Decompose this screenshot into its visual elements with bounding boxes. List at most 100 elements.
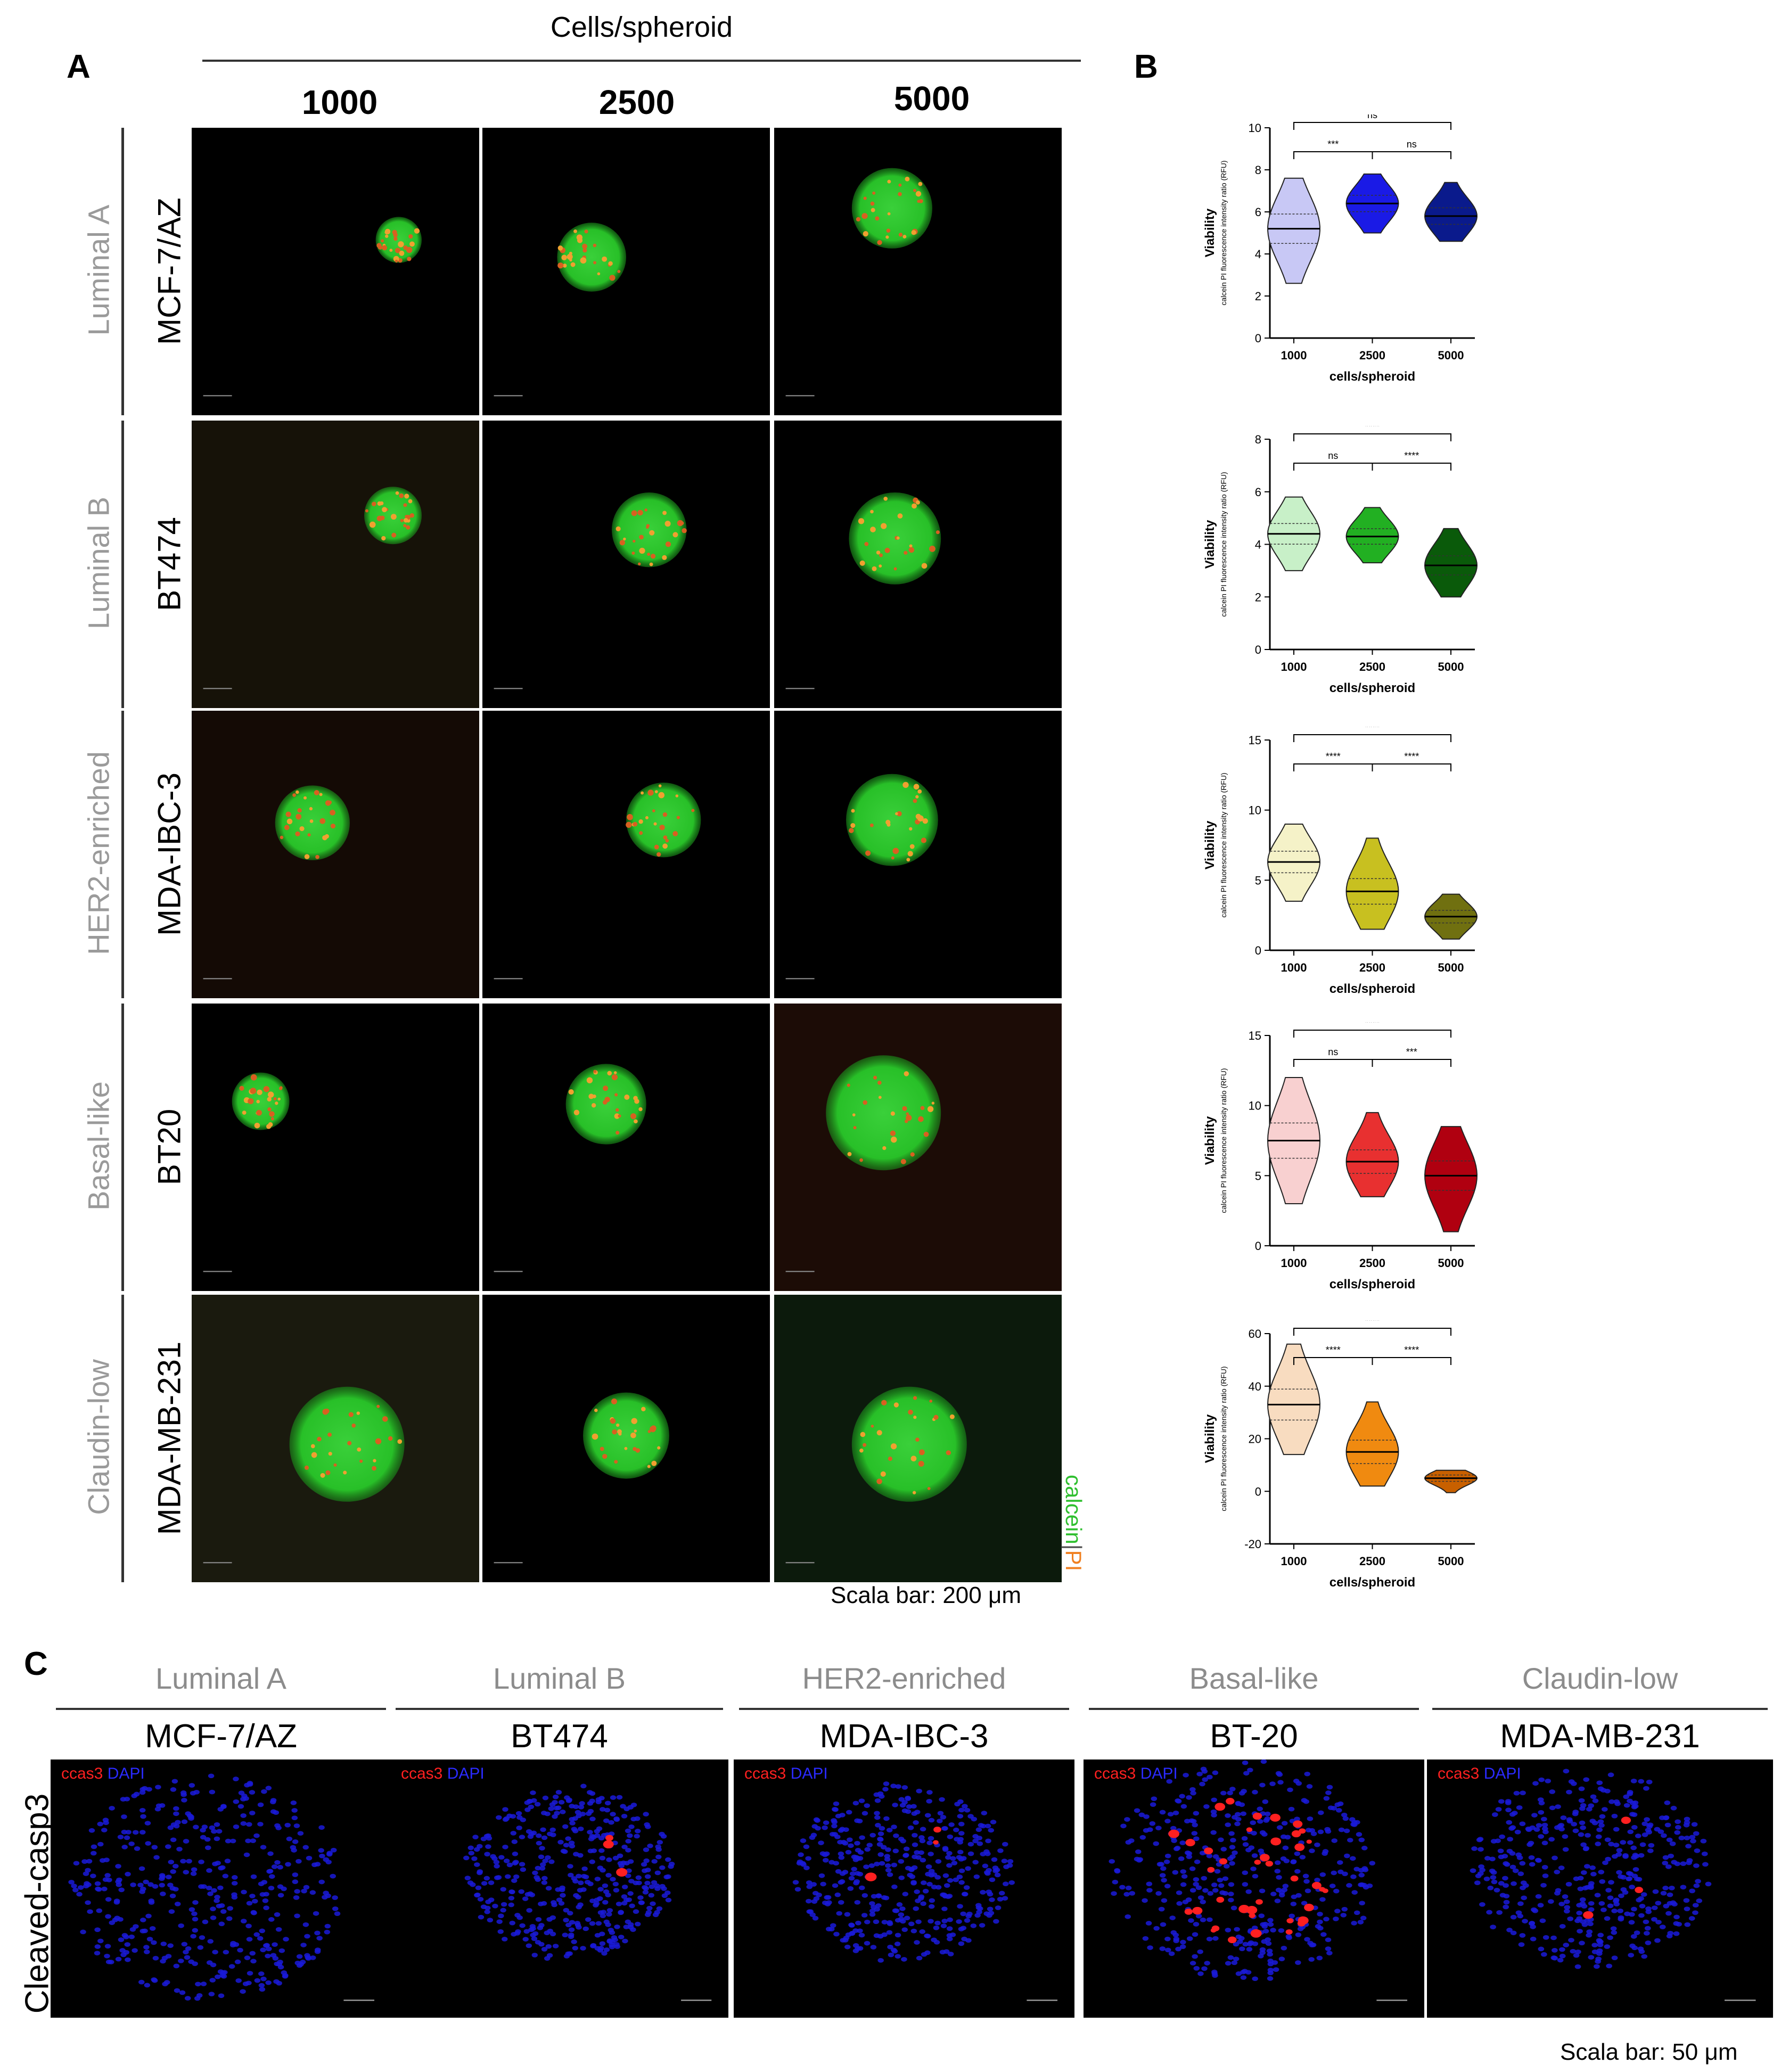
significance-label: ns — [1328, 450, 1338, 461]
y-axis-sublabel: calcein PI fluorescence intensity ratio … — [1219, 772, 1228, 917]
y-tick-label: 10 — [1249, 1099, 1261, 1113]
ccas3-label: ccas3 — [744, 1765, 786, 1782]
significance-label: *** — [1406, 1047, 1417, 1057]
spheroid-image-r3-c2 — [774, 1004, 1062, 1291]
violin-1000 — [1267, 177, 1320, 284]
x-tick-label: 1000 — [1281, 660, 1307, 673]
significance-label: ns — [1407, 139, 1417, 150]
violin-chart-2: 0 5 10 15 Viability calcein PI fluorescence i… — [1161, 727, 1565, 1004]
spheroid-image-r2-c1 — [482, 711, 770, 998]
significance-label: ns — [1328, 1047, 1338, 1057]
spheroid-image-r1-c1 — [482, 421, 770, 708]
subtype-label-2: HER2-enriched — [81, 751, 116, 955]
panel-c-subtype-4: Claudin-low — [1522, 1662, 1678, 1695]
violin-chart-3: 0 5 10 15 Viability calcein PI fluorescence i… — [1161, 1022, 1565, 1299]
significance-label: **** — [1404, 751, 1419, 762]
significance-label: ns — [1367, 114, 1377, 120]
violin-chart-1: 0 2 4 6 8 Viability calcein PI fluorescence in… — [1161, 426, 1565, 703]
panel-label-b: B — [1134, 48, 1158, 85]
y-axis-sublabel: calcein PI fluorescence intensity ratio … — [1219, 1366, 1228, 1511]
ccas3-label: ccas3 — [1438, 1765, 1480, 1782]
col-head-1000: 1000 — [301, 83, 378, 121]
y-axis-label: Viability — [1203, 520, 1217, 569]
panel-label-a: A — [67, 48, 91, 85]
x-tick-label: 5000 — [1438, 660, 1464, 673]
ccas3-dapi-legend-4: ccas3 DAPI — [1438, 1765, 1521, 1783]
violin-2500 — [1345, 837, 1399, 930]
spheroid-image-r4-c0 — [192, 1295, 479, 1582]
violin-chart-0: 0 2 4 6 8 10 Viability calcein PI fluorescence … — [1161, 114, 1565, 391]
cells-per-spheroid-title: Cells/spheroid — [550, 11, 733, 43]
y-tick-label: 2 — [1255, 290, 1261, 303]
violin-2500 — [1345, 507, 1399, 564]
ccas3-label: ccas3 — [61, 1765, 103, 1782]
significance-label: **** — [1365, 1022, 1380, 1028]
y-tick-label: 0 — [1255, 643, 1261, 656]
y-axis-sublabel: calcein PI fluorescence intensity ratio … — [1219, 160, 1228, 305]
dapi-label: DAPI — [447, 1765, 485, 1782]
y-axis-label: Viability — [1203, 208, 1217, 257]
ccas3-image-0 — [51, 1759, 391, 2018]
panel-c-cell-line-0: MCF-7/AZ — [145, 1718, 297, 1755]
significance-label: **** — [1326, 751, 1341, 762]
y-tick-label: 6 — [1255, 486, 1261, 499]
significance-label: **** — [1365, 727, 1380, 733]
violin-2500 — [1345, 1112, 1399, 1197]
spheroid-image-r1-c2 — [774, 421, 1062, 708]
significance-label: **** — [1326, 1345, 1341, 1355]
panel-c-subtype-3: Basal-like — [1189, 1662, 1319, 1695]
x-tick-label: 2500 — [1359, 961, 1385, 974]
x-tick-label: 5000 — [1438, 1555, 1464, 1568]
dapi-label: DAPI — [107, 1765, 145, 1782]
y-axis-sublabel: calcein PI fluorescence intensity ratio … — [1219, 472, 1228, 616]
y-tick-label: 15 — [1249, 1029, 1261, 1042]
row-divider-4 — [121, 1295, 124, 1582]
panel-c-cell-line-2: MDA-IBC-3 — [819, 1718, 989, 1755]
y-tick-label: 8 — [1255, 433, 1261, 446]
subtype-label-1: Luminal B — [81, 496, 116, 630]
significance-label: *** — [1327, 139, 1339, 150]
panel-c-subtype-0: Luminal A — [155, 1662, 286, 1695]
panel-c-divider-3 — [1089, 1708, 1419, 1710]
pi-label: PI — [1061, 1550, 1086, 1572]
y-axis-label: Viability — [1203, 820, 1217, 869]
x-tick-label: 2500 — [1359, 660, 1385, 673]
y-tick-label: 60 — [1249, 1327, 1261, 1341]
y-tick-label: 0 — [1255, 1485, 1261, 1498]
calcein-label: calcein — [1061, 1475, 1086, 1544]
y-tick-label: 20 — [1249, 1433, 1261, 1446]
x-tick-label: 1000 — [1281, 961, 1307, 974]
ccas3-label: ccas3 — [401, 1765, 443, 1782]
ccas3-label: ccas3 — [1094, 1765, 1136, 1782]
cell-line-label-3: BT20 — [151, 1108, 187, 1186]
x-axis-label: cells/spheroid — [1330, 681, 1415, 695]
significance-label: **** — [1404, 450, 1419, 461]
y-tick-label: 5 — [1255, 874, 1261, 887]
panel-c-divider-2 — [739, 1708, 1069, 1710]
spheroid-image-r0-c2 — [774, 128, 1062, 415]
spheroid-image-r4-c2 — [774, 1295, 1062, 1582]
significance-label: **** — [1365, 426, 1380, 432]
row-divider-0 — [121, 128, 124, 415]
y-tick-label: 8 — [1255, 163, 1261, 177]
title-underline — [202, 60, 1081, 62]
panel-c-divider-0 — [56, 1708, 386, 1710]
dapi-label: DAPI — [1140, 1765, 1178, 1782]
x-tick-label: 5000 — [1438, 1256, 1464, 1270]
cell-line-label-4: MDA-MB-231 — [151, 1341, 187, 1535]
ccas3-dapi-legend-1: ccas3 DAPI — [401, 1765, 485, 1783]
x-axis-label: cells/spheroid — [1330, 369, 1415, 384]
panel-c-cell-line-4: MDA-MB-231 — [1500, 1718, 1700, 1755]
row-divider-3 — [121, 1004, 124, 1291]
y-tick-label: 4 — [1255, 538, 1261, 552]
ccas3-dapi-legend-3: ccas3 DAPI — [1094, 1765, 1178, 1783]
y-tick-label: 2 — [1255, 590, 1261, 604]
subtype-label-4: Claudin-low — [81, 1359, 116, 1515]
dapi-label: DAPI — [1483, 1765, 1521, 1782]
x-tick-label: 2500 — [1359, 1555, 1385, 1568]
ccas3-image-1 — [390, 1759, 728, 2018]
panel-c-scale-bar: Scala bar: 50 μm — [1560, 2039, 1738, 2065]
panel-c-subtype-2: HER2-enriched — [802, 1662, 1006, 1695]
panel-c-divider-4 — [1432, 1708, 1768, 1710]
x-tick-label: 5000 — [1438, 961, 1464, 974]
